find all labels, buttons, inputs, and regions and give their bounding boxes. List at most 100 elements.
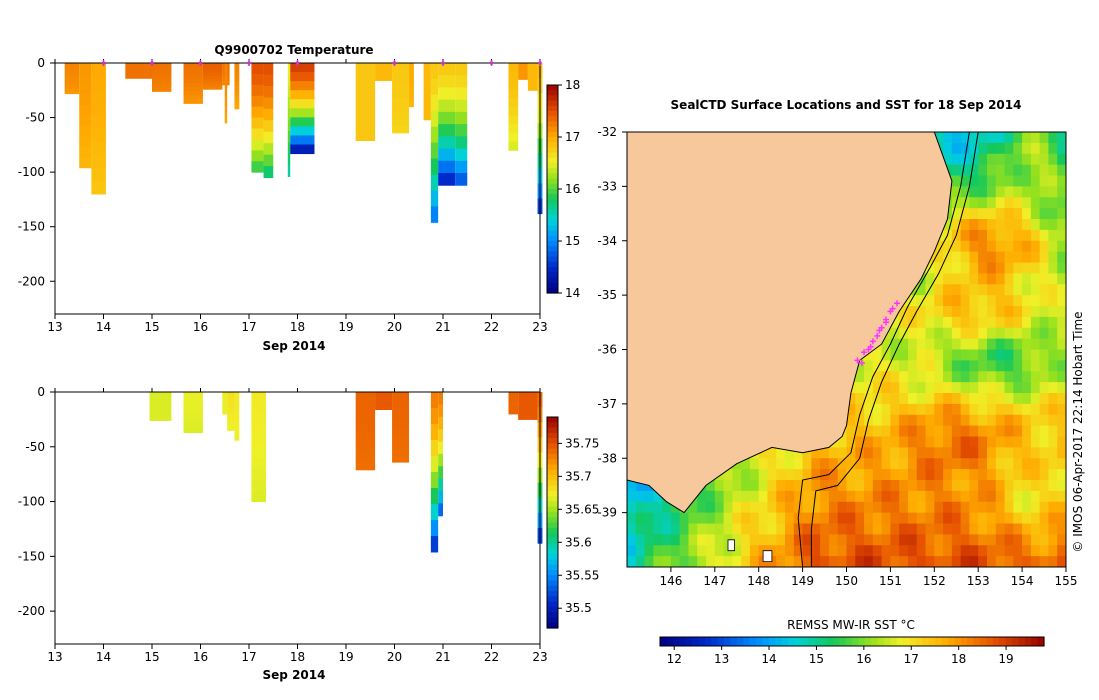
- sst-cell: [960, 262, 971, 274]
- temperature-profile: [224, 63, 228, 124]
- sst-cell: [1057, 164, 1066, 177]
- sst-cell: [1057, 523, 1066, 535]
- sst-cell: [1048, 219, 1058, 231]
- salinity-profile-cell: [355, 415, 376, 424]
- sst-cell: [732, 490, 742, 503]
- sst-cell: [916, 295, 927, 307]
- sst-colorbar-segment: [762, 637, 770, 646]
- temperature-colorbar-segment: [547, 199, 558, 206]
- salinity-profile-cell: [251, 457, 266, 470]
- salinity-profile-cell: [251, 435, 266, 448]
- sst-cell: [881, 545, 891, 557]
- sst-cell: [1057, 490, 1066, 503]
- sst-cell: [855, 458, 865, 470]
- salinity-profile-cell: [375, 406, 393, 409]
- sst-cell: [811, 512, 821, 525]
- sst-cell: [986, 556, 997, 567]
- salinity-profile-cell: [438, 478, 443, 492]
- sst-cell: [969, 512, 979, 525]
- sst-cell: [881, 371, 891, 383]
- sst-cell: [1030, 501, 1041, 514]
- temperature-profile-cell: [455, 87, 468, 101]
- sst-cell: [653, 490, 663, 503]
- sst-cell: [960, 186, 971, 198]
- sst-cell: [670, 545, 681, 557]
- sst-cell: [872, 458, 883, 470]
- sst-cell: [706, 545, 716, 557]
- sst-cell: [785, 556, 795, 567]
- sst-cell: [907, 338, 918, 351]
- sst-cell: [758, 458, 769, 470]
- temperature-profile-cell: [79, 73, 92, 85]
- sst-cell: [872, 512, 883, 525]
- sst-cell: [916, 306, 927, 318]
- sst-cell: [872, 501, 883, 514]
- temperature-profile-cell: [290, 117, 315, 127]
- sst-cell: [706, 490, 716, 503]
- salinity-colorbar-segment: [547, 606, 558, 613]
- salinity-profile-cell: [508, 394, 519, 397]
- sst-cell: [890, 545, 900, 557]
- temperature-profile-cell: [355, 124, 376, 134]
- sst-cell: [653, 556, 663, 567]
- temperature-profile-cell: [430, 78, 439, 96]
- sst-cell: [1022, 349, 1032, 361]
- sst-cell: [1022, 175, 1032, 187]
- sst-cell: [1066, 197, 1075, 208]
- sst-cell: [995, 240, 1006, 253]
- salinity-profile-cell: [222, 394, 228, 397]
- sst-cell: [828, 556, 839, 567]
- sst-cell: [1030, 132, 1041, 144]
- sst-cell: [802, 501, 812, 514]
- temperature-profile-cell: [224, 75, 228, 82]
- sst-colorbar-tick-label: 14: [761, 652, 776, 666]
- sst-cell: [969, 132, 979, 144]
- sst-cell: [723, 556, 733, 567]
- sst-cell: [1013, 153, 1023, 166]
- sst-cell: [1039, 273, 1050, 285]
- temperature-profile-cell: [202, 65, 223, 69]
- sst-cell: [714, 490, 725, 503]
- temperature-colorbar-segment: [547, 137, 558, 143]
- salinity-profile-cell: [438, 466, 443, 480]
- sst-cell: [934, 338, 944, 351]
- salinity-profile-cell: [227, 418, 235, 424]
- sst-cell: [934, 262, 944, 274]
- sst-cell: [934, 480, 944, 492]
- salinity-x-label: Sep 2014: [263, 668, 326, 682]
- sst-cell: [1066, 284, 1075, 295]
- sst-cell: [1048, 164, 1058, 177]
- sst-cell: [960, 447, 971, 459]
- temperature-profile-cell: [152, 68, 172, 73]
- temperature-profile-cell: [438, 75, 456, 88]
- salinity-plot-frame: [54, 391, 541, 645]
- sst-cell: [1057, 534, 1066, 546]
- sst-cell: [995, 436, 1006, 448]
- salinity-x-tick-label: 22: [484, 650, 499, 664]
- temperature-profile-cell: [508, 97, 519, 108]
- sst-cell: [1004, 262, 1014, 274]
- sst-cell: [890, 414, 900, 427]
- temperature-profile-cell: [224, 93, 228, 100]
- temperature-profile-cell: [290, 63, 315, 73]
- sst-cell: [785, 534, 795, 546]
- temperature-profile-cell: [423, 63, 431, 70]
- salinity-colorbar-segment: [547, 464, 558, 471]
- sst-cell: [670, 556, 681, 567]
- sst-cell: [758, 480, 769, 492]
- temperature-profile-cell: [125, 63, 152, 66]
- sst-cell: [881, 534, 891, 546]
- sst-cell: [811, 523, 821, 535]
- salinity-profile-cell: [222, 409, 228, 413]
- sst-cell: [1022, 132, 1032, 144]
- sst-cell: [986, 523, 997, 535]
- sst-cell: [670, 523, 681, 535]
- temperature-profile-cell: [79, 94, 92, 106]
- sst-cell: [934, 251, 944, 264]
- sst-cell: [925, 414, 935, 427]
- sst-cell: [916, 556, 927, 567]
- sst-cell: [934, 295, 944, 307]
- sst-cell: [890, 349, 900, 361]
- temperature-profile-cell: [409, 71, 414, 77]
- sst-cell: [899, 414, 909, 427]
